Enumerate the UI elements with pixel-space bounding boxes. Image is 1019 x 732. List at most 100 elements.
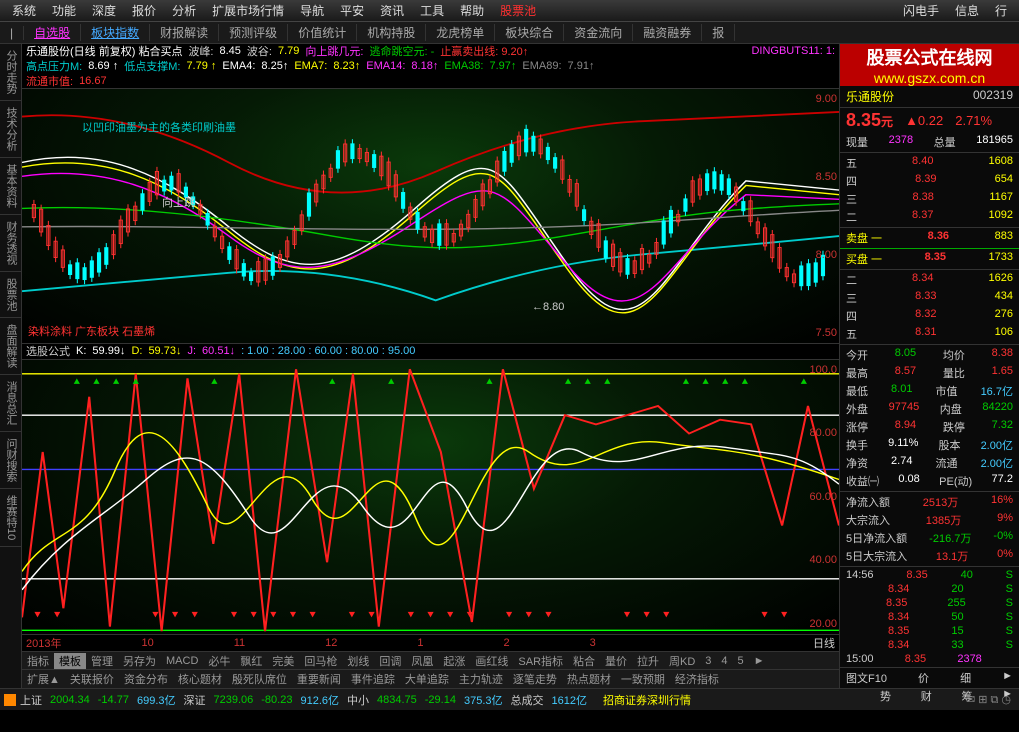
indicator-tab[interactable]: 热点题材 [562, 671, 616, 687]
indicator-tab[interactable]: 殷死队席位 [227, 671, 292, 687]
indicator-tab[interactable]: 经济指标 [670, 671, 724, 687]
stop-profit: 止赢卖出线: 9.20↑ [440, 44, 528, 59]
peak-label: 波峰: [188, 44, 213, 59]
side-tab[interactable]: 技术分析 [0, 101, 21, 158]
broker: 招商证券深圳行情 [599, 692, 695, 708]
price-pct: 2.71% [955, 113, 992, 128]
menu-item[interactable]: 深度 [84, 2, 124, 19]
indicator-tab[interactable]: 量价 [600, 653, 632, 669]
panel-tab[interactable]: 价 [918, 670, 929, 686]
indicator-tab[interactable]: 完美 [267, 653, 299, 669]
side-tab[interactable]: 消息总汇 [0, 375, 21, 432]
tray-icons[interactable]: ✉ ⊞ ⧉ ◷ [962, 693, 1015, 707]
indicator-tab[interactable]: 资金分布 [119, 671, 173, 687]
side-tab[interactable]: 维赛特10 [0, 489, 21, 547]
indicator-tab[interactable]: MACD [161, 655, 203, 667]
tab-favorites[interactable]: 自选股 [24, 24, 81, 41]
tab-item[interactable]: 预测评级 [219, 24, 288, 41]
menu-item[interactable]: 扩展市场行情 [204, 2, 292, 19]
menu-item[interactable]: 帮助 [452, 2, 492, 19]
info-row: 涨停8.94跌停7.32 [840, 418, 1019, 436]
info-row: 收益㈠0.08PE(动)77.2 [840, 472, 1019, 490]
menu-right[interactable]: 行 [987, 2, 1015, 19]
tab-item[interactable]: 报 [702, 24, 735, 41]
menu-right[interactable]: 信息 [947, 2, 987, 19]
indicator-tab[interactable]: 主力轨迹 [454, 671, 508, 687]
price-change: ▲0.22 [905, 113, 943, 128]
indicator-tab[interactable]: 一致预期 [616, 671, 670, 687]
indicator-tab[interactable]: 逐笔走势 [508, 671, 562, 687]
panel-tab[interactable]: 势 [880, 688, 891, 704]
side-tab[interactable]: 分时走势 [0, 44, 21, 101]
indicator-tab[interactable]: 关联报价 [65, 671, 119, 687]
side-tab[interactable]: 问财搜索 [0, 432, 21, 489]
side-tab[interactable]: 股票池 [0, 272, 21, 318]
menu-item[interactable]: 系统 [4, 2, 44, 19]
menu-right[interactable]: 闪电手 [895, 2, 947, 19]
side-tab[interactable]: 财务透视 [0, 215, 21, 272]
tab-item[interactable]: 板块综合 [495, 24, 564, 41]
indicator-tab[interactable]: 另存为 [118, 653, 161, 669]
indicator-tab[interactable]: 扩展▲ [22, 671, 65, 687]
dingbuts: DINGBUTS11: 1: [751, 45, 835, 57]
menu-stock-pool[interactable]: 股票池 [492, 2, 544, 19]
side-tab[interactable]: 基本资料 [0, 158, 21, 215]
depth-row: 四8.39654 [840, 172, 1019, 190]
menu-item[interactable]: 功能 [44, 2, 84, 19]
indicator-tab[interactable]: 划线 [342, 653, 374, 669]
tab-item[interactable]: 资金流向 [564, 24, 633, 41]
menu-item[interactable]: 报价 [124, 2, 164, 19]
indicator-tab[interactable]: 必牛 [203, 653, 235, 669]
indicator-tab[interactable]: 管理 [86, 653, 118, 669]
menu-item[interactable]: 平安 [332, 2, 372, 19]
indicator-tab[interactable]: 飘红 [235, 653, 267, 669]
main-menu: 系统 功能 深度 报价 分析 扩展市场行情 导航 平安 资讯 工具 帮助 股票池… [0, 0, 1019, 22]
indicator-tab[interactable]: 3 [700, 655, 716, 667]
indicator-tab[interactable]: 起涨 [438, 653, 470, 669]
price-chart[interactable]: 以凹印油墨为主的各类印刷油墨 向上跳 染料涂料 广东板块 石墨烯 ←8.80 9… [22, 88, 839, 344]
info-row: 净资2.74流通2.00亿 [840, 454, 1019, 472]
tab-item[interactable]: 价值统计 [288, 24, 357, 41]
panel-tab[interactable]: 财 [921, 688, 932, 704]
tab-item[interactable]: 财报解读 [150, 24, 219, 41]
chart-header-2: 高点压力M:8.69 ↑ 低点支撑M:7.79 ↑ EMA4:8.25↑ EMA… [22, 59, 839, 74]
tab-item[interactable]: 龙虎榜单 [426, 24, 495, 41]
indicator-tab[interactable]: 凤凰 [406, 653, 438, 669]
indicator-tab[interactable]: 周KD [664, 653, 700, 669]
menu-item[interactable]: 工具 [412, 2, 452, 19]
tab-item[interactable]: 机构持股 [357, 24, 426, 41]
indicator-tab[interactable]: 画红线 [470, 653, 513, 669]
kdj-chart[interactable]: 100.0 80.00 60.00 40.00 20.00 [22, 359, 839, 635]
menu-item[interactable]: 资讯 [372, 2, 412, 19]
indicator-tab[interactable]: 4 [716, 655, 732, 667]
kdj-vals: : 1.00 : 28.00 : 60.00 : 80.00 : 95.00 [241, 345, 415, 357]
side-tab[interactable]: 盘面解读 [0, 318, 21, 375]
indicator-tab[interactable]: SAR指标 [513, 653, 568, 669]
ema14-v: 8.18↑ [411, 60, 438, 72]
indicator-tab[interactable]: 指标 [22, 653, 54, 669]
menu-item[interactable]: 导航 [292, 2, 332, 19]
indicator-tab[interactable]: 粘合 [568, 653, 600, 669]
time-axis: 2013年 10 11 12 1 2 3 日线 [22, 635, 839, 651]
panel-tab[interactable]: 细 [960, 670, 971, 686]
panel-tab[interactable]: ► [1002, 670, 1013, 686]
indicator-tab[interactable]: 重要新闻 [292, 671, 346, 687]
indicator-tab[interactable]: 模板 [54, 653, 86, 669]
last-price: 8.35元 [846, 110, 893, 131]
indicator-tab[interactable]: ► [749, 655, 770, 667]
indicator-tab[interactable]: 回调 [374, 653, 406, 669]
menu-item[interactable]: 分析 [164, 2, 204, 19]
indicator-tab[interactable]: 回马枪 [299, 653, 342, 669]
price-arrow: ←8.80 [532, 301, 564, 313]
indicator-tab[interactable]: 5 [733, 655, 749, 667]
indicator-tab[interactable]: 拉升 [632, 653, 664, 669]
indicator-tab[interactable]: 大单追踪 [400, 671, 454, 687]
sh-val: 2004.34 [46, 694, 94, 706]
trough-val: 7.79 [278, 45, 299, 57]
price-row: 8.35元 ▲0.22 2.71% [840, 108, 1019, 133]
indicator-tab[interactable]: 事件追踪 [346, 671, 400, 687]
tab-item[interactable]: 融资融券 [633, 24, 702, 41]
indicator-tab[interactable]: 核心题材 [173, 671, 227, 687]
tab-sector-index[interactable]: 板块指数 [81, 24, 150, 41]
panel-tab[interactable]: 图文F10 [846, 670, 887, 686]
